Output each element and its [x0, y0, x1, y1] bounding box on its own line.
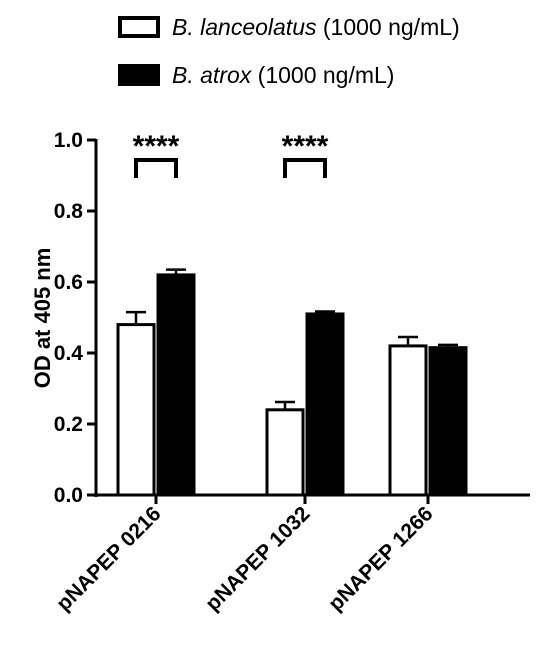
bar-atrox	[156, 273, 196, 497]
chart-bars	[116, 268, 468, 497]
y-axis-label: OD at 405 nm	[30, 248, 55, 389]
bar-atrox	[428, 346, 468, 497]
y-tick-label: 0.6	[54, 271, 83, 294]
y-tick-label: 0.2	[54, 413, 83, 436]
y-tick-label: 0.4	[54, 342, 84, 365]
bar-lanceolatus	[388, 344, 428, 497]
x-category-label: pNAPEP 1032	[201, 502, 314, 615]
legend-swatch-1	[118, 16, 160, 38]
significance-bracket	[134, 158, 178, 178]
legend-swatch-2	[118, 64, 160, 86]
legend-label-1: B. lanceolatus (1000 ng/mL)	[172, 14, 460, 40]
legend-concentration: (1000 ng/mL)	[316, 14, 459, 40]
bar-lanceolatus	[265, 408, 305, 497]
y-tick-label: 1.0	[54, 129, 83, 152]
significance-label: ****	[133, 130, 180, 163]
legend-label-2: B. atrox (1000 ng/mL)	[172, 62, 394, 88]
legend-species-name: B. lanceolatus	[172, 14, 317, 40]
legend-species-name: B. atrox	[172, 62, 253, 88]
significance-bracket	[283, 158, 327, 178]
bar-atrox	[305, 312, 345, 497]
significance-markers: **** ****	[133, 130, 329, 178]
significance-label: ****	[282, 130, 329, 163]
chart-legend: B. lanceolatus (1000 ng/mL)B. atrox (100…	[118, 14, 460, 88]
x-category-label: pNAPEP 1266	[324, 502, 437, 615]
y-tick-label: 0.0	[54, 484, 83, 507]
legend-concentration: (1000 ng/mL)	[251, 62, 394, 88]
y-tick-label: 0.8	[54, 200, 84, 223]
bar-lanceolatus	[116, 323, 156, 497]
x-category-label: pNAPEP 0216	[52, 502, 165, 615]
